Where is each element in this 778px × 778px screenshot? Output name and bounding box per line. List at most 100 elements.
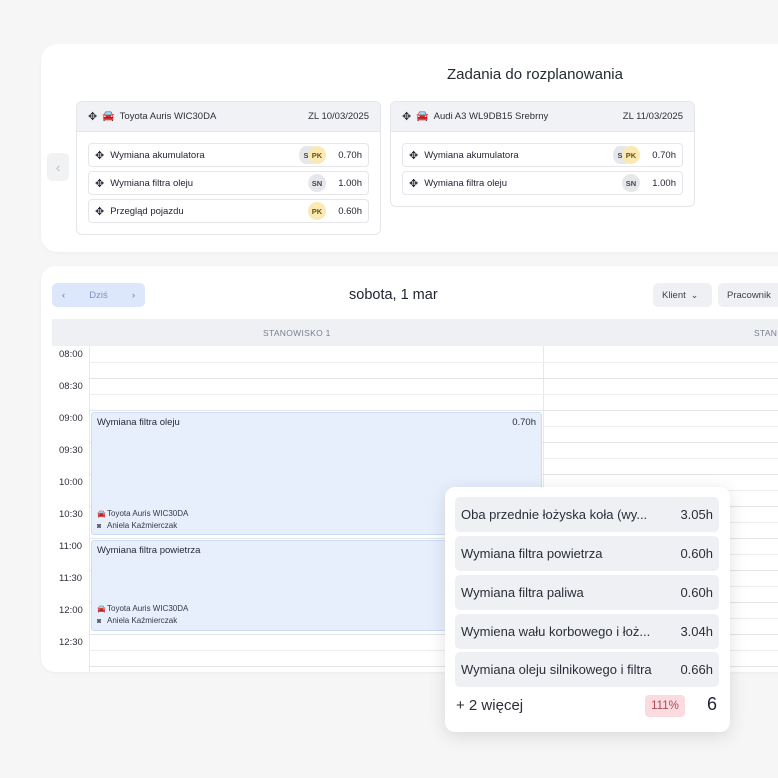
resource-header: STANOWISKO 1 STAN	[52, 319, 778, 346]
user-icon: ◙	[97, 618, 102, 625]
car-icon: 🚘	[97, 606, 106, 613]
popover-task-hours: 0.60h	[680, 585, 713, 600]
user-icon: ◙	[97, 523, 102, 530]
move-icon[interactable]: ✥	[95, 149, 105, 162]
popover-task-item[interactable]: Oba przednie łożyska koła (wy... 3.05h	[455, 497, 719, 532]
today-button[interactable]: Dziś	[89, 289, 108, 301]
assignee-badge: PK	[308, 202, 326, 220]
calendar-date-title: sobota, 1 mar	[349, 287, 438, 303]
task-hours: 0.70h	[338, 149, 362, 161]
popover-task-hours: 3.05h	[680, 507, 713, 522]
task-item[interactable]: ✥ Wymiana akumulatora S PK 0.70h	[402, 143, 683, 167]
grid-line	[89, 362, 778, 363]
time-label: 11:00	[59, 541, 83, 552]
task-item[interactable]: ✥ Wymiana filtra oleju SN 1.00h	[88, 171, 369, 195]
move-icon[interactable]: ✥	[409, 149, 419, 162]
job-card-header[interactable]: ✥ 🚘 Audi A3 WL9DB15 Srebrny ZL 11/03/202…	[391, 102, 694, 132]
popover-task-name: Oba przednie łożyska koła (wy...	[461, 507, 648, 522]
task-count: 6	[707, 694, 718, 714]
time-label: 11:30	[59, 573, 83, 584]
time-label: 10:00	[59, 477, 83, 488]
assignee-badges: S PK	[299, 146, 326, 164]
car-icon: 🚘	[97, 511, 106, 518]
assignee-badge: SN	[308, 174, 326, 192]
task-name: Wymiana akumulatora	[110, 149, 205, 161]
date-navigation: ‹ Dziś ›	[52, 283, 145, 307]
vehicle-label: Audi A3 WL9DB15 Srebrny	[433, 111, 549, 122]
show-more-link[interactable]: + 2 więcej	[456, 697, 524, 714]
task-name: Wymiana filtra oleju	[424, 177, 508, 189]
worker-filter-button[interactable]: Pracownik	[718, 283, 778, 307]
popover-task-name: Wymiana filtra powietrza	[461, 546, 603, 561]
utilization-badge: 111%	[645, 695, 685, 717]
assignee-badge: SN	[622, 174, 640, 192]
time-label: 08:30	[59, 381, 83, 392]
column-header-station-2: STAN	[754, 328, 778, 338]
move-icon[interactable]: ✥	[95, 177, 105, 190]
task-name: Wymiana akumulatora	[424, 149, 519, 161]
job-card[interactable]: ✥ 🚘 Audi A3 WL9DB15 Srebrny ZL 11/03/202…	[390, 101, 695, 207]
grid-line	[89, 378, 778, 379]
column-header-station-1: STANOWISKO 1	[263, 328, 331, 338]
job-card-header[interactable]: ✥ 🚘 Toyota Auris WIC30DA ZL 10/03/2025	[77, 102, 380, 132]
event-worker: ◙ Aniela Kaźmierczak	[97, 616, 177, 625]
event-vehicle: 🚘Toyota Auris WIC30DA	[97, 604, 188, 613]
popover-task-hours: 3.04h	[680, 624, 713, 639]
vehicle-label: Toyota Auris WIC30DA	[119, 111, 217, 122]
event-vehicle-label: Toyota Auris WIC30DA	[107, 604, 189, 613]
grid-line	[89, 634, 778, 635]
event-title: Wymiana filtra powietrza	[97, 545, 201, 556]
task-item[interactable]: ✥ Wymiana akumulatora S PK 0.70h	[88, 143, 369, 167]
client-filter-label: Klient	[662, 289, 686, 301]
time-label: 12:30	[59, 637, 83, 648]
car-icon: 🚘	[102, 111, 115, 122]
prev-page-button[interactable]: ‹	[47, 153, 69, 181]
chevron-right-icon[interactable]: ›	[131, 289, 135, 301]
assignee-badges: PK	[308, 202, 326, 220]
grid-line	[89, 650, 778, 651]
move-icon[interactable]: ✥	[402, 111, 412, 123]
popover-task-name: Wymiena wału korbowego i łoż...	[461, 624, 651, 639]
car-icon: 🚘	[416, 111, 429, 122]
assignee-badges: SN	[622, 174, 640, 192]
event-hours: 0.70h	[512, 417, 536, 428]
popover-task-item[interactable]: Wymiana oleju silnikowego i filtra 0.66h	[455, 652, 719, 687]
task-name: Przegląd pojazdu	[110, 205, 184, 217]
chevron-down-icon: ⌄	[690, 289, 699, 300]
order-number: ZL 11/03/2025	[622, 111, 683, 122]
task-hours: 1.00h	[338, 177, 362, 189]
move-icon[interactable]: ✥	[95, 205, 105, 218]
time-grid[interactable]: 08:00 08:30 09:00 09:30 10:00 10:30 11:0…	[52, 346, 778, 672]
task-hours: 1.00h	[652, 177, 676, 189]
time-label: 09:00	[59, 413, 83, 424]
time-label: 08:00	[59, 349, 83, 360]
job-card[interactable]: ✥ 🚘 Toyota Auris WIC30DA ZL 10/03/2025 ✥…	[76, 101, 381, 235]
assignee-badges: S PK	[613, 146, 640, 164]
popover-task-name: Wymiana oleju silnikowego i filtra	[461, 662, 652, 677]
popover-task-item[interactable]: Wymiana filtra powietrza 0.60h	[455, 536, 719, 571]
move-icon[interactable]: ✥	[88, 111, 98, 123]
assignee-badge: PK	[308, 146, 326, 164]
task-item[interactable]: ✥ Wymiana filtra oleju SN 1.00h	[402, 171, 683, 195]
popover-task-item[interactable]: Wymiena wału korbowego i łoż... 3.04h	[455, 614, 719, 649]
unscheduled-tasks-panel: Zadania do rozplanowania ‹ ✥ 🚘 Toyota Au…	[41, 44, 778, 252]
grid-divider	[89, 346, 90, 672]
time-label: 09:30	[59, 445, 83, 456]
grid-line	[89, 666, 778, 667]
task-name: Wymiana filtra oleju	[110, 177, 194, 189]
popover-task-name: Wymiana filtra paliwa	[461, 585, 584, 600]
assignee-badges: SN	[308, 174, 326, 192]
task-item[interactable]: ✥ Przegląd pojazdu PK 0.60h	[88, 199, 369, 223]
calendar-panel: ‹ Dziś › sobota, 1 mar Klient ⌄ Pracowni…	[41, 266, 778, 672]
popover-task-item[interactable]: Wymiana filtra paliwa 0.60h	[455, 575, 719, 610]
client-filter-button[interactable]: Klient ⌄	[653, 283, 712, 307]
order-number: ZL 10/03/2025	[308, 111, 369, 122]
grid-line	[89, 410, 778, 411]
popover-task-hours: 0.60h	[680, 546, 713, 561]
chevron-left-icon[interactable]: ‹	[62, 289, 66, 301]
task-hours: 0.60h	[338, 205, 362, 217]
popover-task-hours: 0.66h	[680, 662, 713, 677]
move-icon[interactable]: ✥	[409, 177, 419, 190]
time-label: 12:00	[59, 605, 83, 616]
event-vehicle: 🚘Toyota Auris WIC30DA	[97, 509, 188, 518]
